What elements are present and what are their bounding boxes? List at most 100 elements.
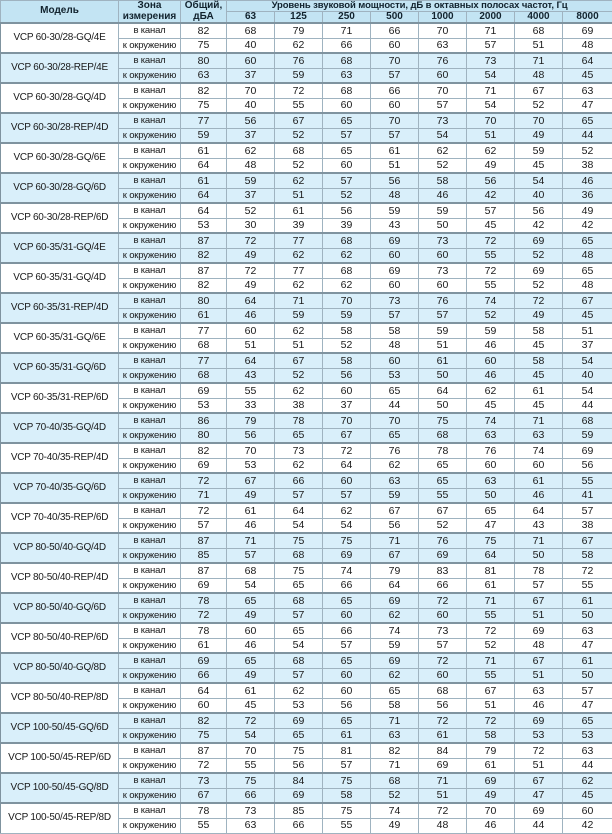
band-63-cell: 68 <box>227 563 275 578</box>
band-250-cell: 57 <box>323 638 371 653</box>
measurement-zone-cell: в канал <box>119 713 181 728</box>
band-250-cell: 56 <box>323 203 371 218</box>
band-500-cell: 56 <box>371 173 419 188</box>
band-4000-cell: 48 <box>515 68 563 83</box>
band-8000-cell: 65 <box>563 113 612 128</box>
band-63-cell: 46 <box>227 308 275 323</box>
band-125-cell: 59 <box>275 68 323 83</box>
total-dba-cell: 61 <box>181 638 227 653</box>
band-2000-cell: 71 <box>467 593 515 608</box>
band-2000-cell: 55 <box>467 248 515 263</box>
band-63-cell: 49 <box>227 278 275 293</box>
total-dba-cell: 77 <box>181 323 227 338</box>
band-4000-cell: 47 <box>515 788 563 803</box>
band-63-cell: 73 <box>227 803 275 818</box>
total-dba-cell: 64 <box>181 158 227 173</box>
band-1000-cell: 68 <box>419 683 467 698</box>
band-2000-cell: 71 <box>467 653 515 668</box>
band-500-cell: 65 <box>371 383 419 398</box>
band-500-cell: 62 <box>371 458 419 473</box>
band-500-cell: 74 <box>371 623 419 638</box>
band-2000-cell: 70 <box>467 803 515 818</box>
band-500-cell: 60 <box>371 278 419 293</box>
model-name-cell: VCP 60-35/31-REP/6D <box>1 383 119 413</box>
band-500-cell: 48 <box>371 188 419 203</box>
band-8000-cell: 65 <box>563 713 612 728</box>
measurement-zone-cell: к окружению <box>119 278 181 293</box>
band-1000-cell: 52 <box>419 518 467 533</box>
band-250-cell: 57 <box>323 488 371 503</box>
band-500-cell: 70 <box>371 413 419 428</box>
measurement-zone-cell: к окружению <box>119 518 181 533</box>
band-4000-cell: 69 <box>515 803 563 818</box>
band-125-cell: 62 <box>275 383 323 398</box>
band-2000-cell: 58 <box>467 728 515 743</box>
band-125-cell: 76 <box>275 53 323 68</box>
total-dba-cell: 69 <box>181 458 227 473</box>
band-63-cell: 37 <box>227 68 275 83</box>
measurement-zone-cell: в канал <box>119 173 181 188</box>
band-500-cell: 71 <box>371 713 419 728</box>
measurement-zone-cell: к окружению <box>119 308 181 323</box>
measurement-zone-cell: в канал <box>119 233 181 248</box>
band-2000-cell: 65 <box>467 503 515 518</box>
band-63-cell: 45 <box>227 698 275 713</box>
band-250-cell: 72 <box>323 443 371 458</box>
total-dba-cell: 61 <box>181 173 227 188</box>
band-4000-cell: 67 <box>515 593 563 608</box>
band-1000-cell: 57 <box>419 98 467 113</box>
total-dba-cell: 64 <box>181 188 227 203</box>
total-dba-cell: 78 <box>181 623 227 638</box>
band-63-cell: 54 <box>227 578 275 593</box>
band-2000-cell: 55 <box>467 668 515 683</box>
band-2000-cell: 67 <box>467 683 515 698</box>
band-63-cell: 54 <box>227 728 275 743</box>
band-4000-cell: 71 <box>515 533 563 548</box>
band-4000-cell: 69 <box>515 233 563 248</box>
band-63-cell: 61 <box>227 503 275 518</box>
band-63-cell: 70 <box>227 443 275 458</box>
band-250-cell: 60 <box>323 473 371 488</box>
measurement-zone-cell: в канал <box>119 443 181 458</box>
band-500-cell: 79 <box>371 563 419 578</box>
band-4000-cell: 48 <box>515 638 563 653</box>
band-125-cell: 62 <box>275 248 323 263</box>
band-4000-cell: 52 <box>515 278 563 293</box>
band-8000-cell: 42 <box>563 818 612 833</box>
total-dba-cell: 82 <box>181 443 227 458</box>
band-1000-cell: 72 <box>419 803 467 818</box>
band-500-cell: 67 <box>371 548 419 563</box>
total-dba-cell: 87 <box>181 263 227 278</box>
band-500-cell: 51 <box>371 158 419 173</box>
band-2000-cell: 54 <box>467 98 515 113</box>
band-8000-cell: 46 <box>563 173 612 188</box>
band-2000-cell: 50 <box>467 488 515 503</box>
band-63-cell: 56 <box>227 428 275 443</box>
band-1000-cell: 57 <box>419 638 467 653</box>
band-125-cell: 67 <box>275 113 323 128</box>
band-250-cell: 58 <box>323 788 371 803</box>
band-8000-cell: 37 <box>563 338 612 353</box>
band-8000-cell: 48 <box>563 38 612 53</box>
band-63-cell: 56 <box>227 113 275 128</box>
band-4000-cell: 67 <box>515 773 563 788</box>
total-dba-cell: 80 <box>181 53 227 68</box>
band-500-cell: 60 <box>371 248 419 263</box>
band-8000-cell: 51 <box>563 323 612 338</box>
band-4000-cell: 49 <box>515 308 563 323</box>
model-name-cell: VCP 60-35/31-GQ/6E <box>1 323 119 353</box>
header-frequency-500: 500 <box>371 11 419 23</box>
band-500-cell: 62 <box>371 668 419 683</box>
total-dba-cell: 82 <box>181 248 227 263</box>
total-dba-cell: 75 <box>181 728 227 743</box>
band-63-cell: 64 <box>227 293 275 308</box>
band-1000-cell: 71 <box>419 773 467 788</box>
band-1000-cell: 65 <box>419 458 467 473</box>
band-1000-cell: 73 <box>419 263 467 278</box>
band-500-cell: 57 <box>371 128 419 143</box>
